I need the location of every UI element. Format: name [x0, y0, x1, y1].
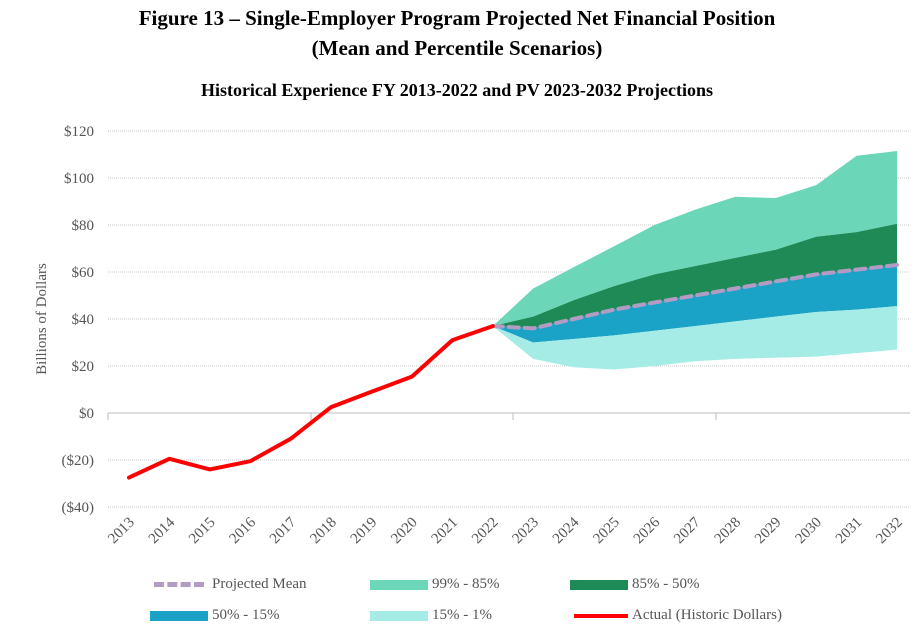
projected-mean-line: [490, 263, 899, 331]
series-lines: [127, 263, 899, 480]
y-tick-label: $60: [72, 265, 95, 281]
actual-history-line: [127, 324, 495, 480]
legend-band3-label: 50% - 15%: [212, 607, 280, 623]
legend-actual-label: Actual (Historic Dollars): [632, 607, 782, 623]
x-tick-label: 2030: [792, 515, 825, 548]
legend-band3-swatch: [150, 610, 208, 621]
chart-title: Historical Experience FY 2013-2022 and P…: [200, 80, 714, 100]
y-tick-label: $100: [64, 171, 94, 187]
legend-actual-swatch: [574, 613, 628, 618]
x-tick-label: 2025: [590, 515, 623, 548]
x-tick-label: 2022: [469, 515, 502, 548]
y-tick-label: ($20): [62, 453, 95, 469]
legend-band-85-50: 85% - 50%: [570, 576, 700, 593]
x-tick-label: 2015: [186, 515, 219, 548]
x-tick-label: 2017: [267, 514, 300, 547]
x-tick-label: 2018: [307, 515, 340, 548]
x-tick-label: 2014: [146, 514, 179, 547]
legend-band1-label: 99% - 85%: [432, 576, 500, 592]
x-tick-label: 2023: [510, 515, 543, 548]
legend-band2-swatch: [570, 579, 628, 590]
y-tick-label: $120: [64, 124, 94, 140]
legend-mean-label: Projected Mean: [212, 576, 307, 592]
x-tick-label: 2031: [833, 515, 866, 548]
x-tick-label: 2013: [105, 515, 138, 548]
x-tick-label: 2026: [631, 514, 664, 547]
figure-title-line-1: Figure 13 – Single-Employer Program Proj…: [138, 6, 776, 30]
band-99-85: [492, 151, 897, 327]
legend-band2-label: 85% - 50%: [632, 576, 700, 592]
x-tick-label: 2021: [429, 515, 462, 548]
legend-band4-label: 15% - 1%: [432, 607, 492, 623]
x-tick-label: 2020: [388, 515, 421, 548]
x-tick-label: 2028: [712, 515, 745, 548]
y-tick-label: $80: [72, 218, 95, 234]
legend-actual: Actual (Historic Dollars): [570, 607, 782, 624]
x-tick-label: 2027: [671, 514, 704, 547]
x-tick-label: 2019: [348, 515, 381, 548]
y-tick-label: ($40): [62, 500, 95, 516]
legend-band-50-15: 50% - 15%: [150, 607, 280, 624]
percentile-bands: [492, 151, 897, 370]
band-85-50: [492, 223, 897, 329]
legend-band-99-85: 99% - 85%: [370, 576, 500, 593]
x-tick-label: 2029: [752, 515, 785, 548]
x-tick-label: 2016: [227, 514, 260, 547]
legend-band1-swatch: [370, 579, 428, 590]
y-tick-label: $0: [79, 406, 94, 422]
y-tick-label: $20: [72, 359, 95, 375]
x-axis: [107, 412, 910, 420]
band-15-1: [492, 306, 897, 370]
figure-title-line-2: (Mean and Percentile Scenarios): [311, 36, 603, 60]
y-axis-label: Billions of Dollars: [34, 263, 50, 375]
x-tick-label: 2032: [873, 515, 906, 548]
x-tick-label: 2024: [550, 514, 583, 547]
x-tick-labels: 2013 2014 2015 2016 2017 2018 2019 2020 2021 2022…: [105, 514, 906, 547]
legend-mean-swatch: [154, 582, 204, 587]
y-tick-label: $40: [72, 312, 95, 328]
legend-band-15-1: 15% - 1%: [370, 607, 492, 624]
net-position-chart: ($40)($20)$0$20$40$60$80$100$120 2013 201…: [34, 124, 910, 547]
y-tick-labels: ($40) ($20) $0 $20 $40 $60 $80 $100 $120: [62, 124, 95, 516]
legend-band4-swatch: [370, 610, 428, 621]
legend-projected-mean: Projected Mean: [150, 576, 307, 593]
band-50-15: [492, 265, 897, 343]
